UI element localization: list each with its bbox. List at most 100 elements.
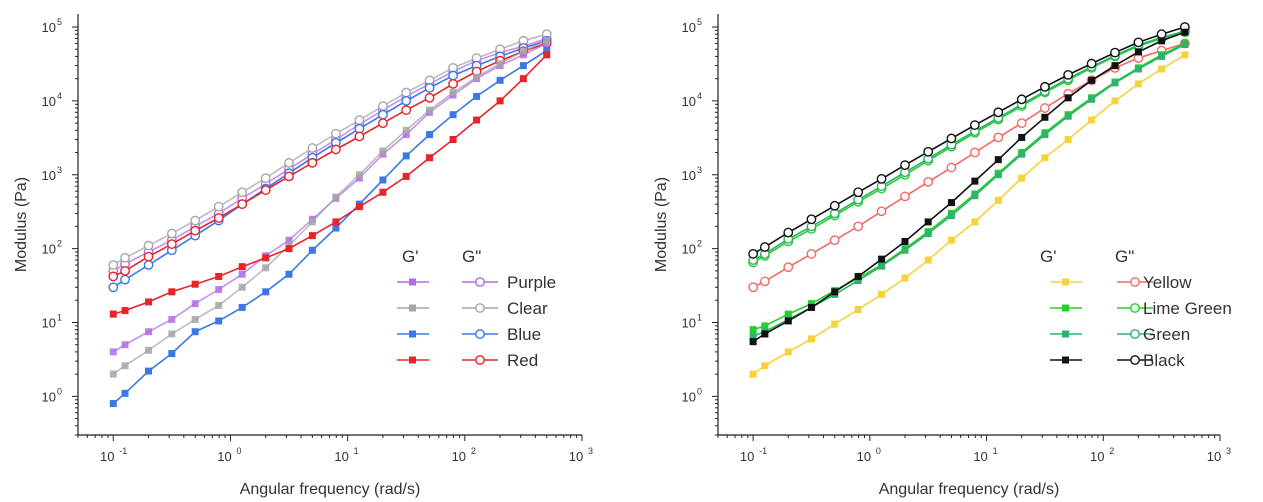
- data-point-gprime: [145, 367, 153, 375]
- data-point-gprime: [1041, 154, 1049, 162]
- data-point-gdoubleprime: [448, 78, 458, 89]
- y-tick-exponent: 4: [697, 91, 702, 101]
- y-tick-label: 10: [42, 316, 56, 331]
- series-line-g1: [752, 42, 1186, 331]
- x-tick-label: 10: [1207, 449, 1221, 464]
- data-point-gprime: [1181, 28, 1189, 36]
- y-tick-exponent: 5: [697, 17, 702, 27]
- data-point-gprime: [426, 154, 434, 162]
- data-point-gprime: [238, 270, 246, 278]
- legend-label: Yellow: [1143, 273, 1192, 292]
- data-point-gdoubleprime: [1016, 94, 1027, 105]
- data-point-gprime: [121, 362, 129, 370]
- data-point-gprime: [878, 262, 886, 270]
- data-point-gdoubleprime: [448, 70, 458, 81]
- data-point-gprime: [784, 310, 792, 318]
- legend-marker-gprime: [1062, 304, 1069, 312]
- data-point-gprime: [402, 172, 410, 180]
- x-tick-label: 10: [973, 449, 987, 464]
- x-tick-label: 10: [857, 449, 871, 464]
- series-line-g1: [112, 49, 548, 405]
- y-tick-label: 10: [42, 168, 56, 183]
- data-point-gprime: [402, 126, 410, 134]
- series-line-g1: [752, 43, 1186, 338]
- y-tick-exponent: 5: [57, 17, 62, 27]
- data-point-gdoubleprime: [1039, 103, 1050, 113]
- data-point-gdoubleprime: [307, 143, 318, 153]
- data-point-gprime: [145, 298, 153, 306]
- series-line-g1: [113, 54, 548, 315]
- data-point-gdoubleprime: [143, 240, 154, 251]
- data-point-gdoubleprime: [900, 160, 910, 171]
- data-point-gprime: [854, 277, 862, 285]
- data-point-gdoubleprime: [923, 146, 934, 157]
- legend-marker-gdoubleprime: [1130, 303, 1140, 313]
- legend-marker-gprime: [409, 356, 416, 364]
- data-point-gprime: [262, 288, 270, 296]
- data-point-gdoubleprime: [806, 248, 817, 259]
- data-point-gprime: [807, 303, 815, 311]
- data-point-gprime: [426, 106, 434, 114]
- data-point-gprime: [519, 47, 527, 55]
- x-tick-exponent: 1: [354, 446, 359, 456]
- data-point-gdoubleprime: [853, 221, 864, 232]
- data-point-gprime: [947, 199, 955, 207]
- x-tick-exponent: 3: [1226, 446, 1231, 456]
- data-point-gprime: [238, 263, 246, 271]
- data-point-gprime: [1158, 65, 1166, 73]
- data-point-gprime: [496, 76, 504, 84]
- data-point-gprime: [1134, 80, 1142, 88]
- data-point-gprime: [878, 290, 886, 298]
- series-line-g1: [112, 40, 548, 375]
- data-point-gdoubleprime: [806, 214, 817, 225]
- y-tick-label: 10: [682, 316, 696, 331]
- data-point-gdoubleprime: [876, 206, 887, 217]
- legend-label: Black: [1143, 351, 1185, 370]
- data-point-gdoubleprime: [284, 171, 294, 182]
- data-point-gdoubleprime: [1063, 69, 1074, 80]
- data-point-gdoubleprime: [401, 87, 412, 98]
- data-point-gdoubleprime: [424, 82, 435, 93]
- data-point-gdoubleprime: [260, 173, 271, 184]
- y-tick-exponent: 3: [57, 165, 62, 175]
- legend-marker-gdoubleprime: [1130, 329, 1140, 339]
- x-tick-label: 10: [740, 449, 754, 464]
- data-point-gdoubleprime: [108, 271, 119, 282]
- data-point-gprime: [971, 218, 979, 226]
- data-point-gprime: [238, 303, 246, 311]
- data-point-gprime: [1018, 133, 1026, 141]
- data-point-gprime: [215, 272, 223, 280]
- data-point-gdoubleprime: [900, 191, 910, 202]
- legend-label: Red: [507, 351, 538, 370]
- legend-marker-gprime: [409, 330, 416, 338]
- legend-marker-gdoubleprime: [475, 355, 485, 365]
- data-point-gdoubleprime: [759, 242, 770, 252]
- series-line-g2: [752, 31, 1186, 264]
- data-point-gprime: [285, 236, 293, 244]
- data-point-gdoubleprime: [330, 144, 341, 155]
- data-point-gprime: [308, 246, 316, 254]
- data-point-gprime: [761, 362, 769, 370]
- data-point-gdoubleprime: [354, 131, 365, 142]
- data-point-gdoubleprime: [190, 225, 201, 236]
- data-point-gprime: [784, 317, 792, 325]
- data-point-gdoubleprime: [307, 157, 318, 168]
- legend-marker-gdoubleprime: [475, 329, 485, 339]
- data-point-gdoubleprime: [993, 107, 1004, 118]
- data-point-gprime: [355, 171, 363, 179]
- y-tick-exponent: 3: [697, 165, 702, 175]
- data-point-gdoubleprime: [237, 199, 248, 210]
- y-tick-label: 10: [42, 242, 56, 257]
- data-point-gdoubleprime: [378, 101, 388, 111]
- data-point-gprime: [262, 254, 270, 262]
- data-point-gprime: [831, 320, 839, 328]
- y-tick-label: 10: [682, 168, 696, 183]
- data-point-gdoubleprime: [213, 213, 224, 223]
- data-point-gprime: [496, 60, 504, 68]
- data-point-gdoubleprime: [401, 95, 412, 106]
- x-tick-exponent: 2: [471, 446, 476, 456]
- data-point-gprime: [145, 346, 153, 354]
- data-point-gprime: [1111, 62, 1119, 70]
- data-point-gdoubleprime: [330, 128, 341, 139]
- data-point-gdoubleprime: [829, 235, 840, 246]
